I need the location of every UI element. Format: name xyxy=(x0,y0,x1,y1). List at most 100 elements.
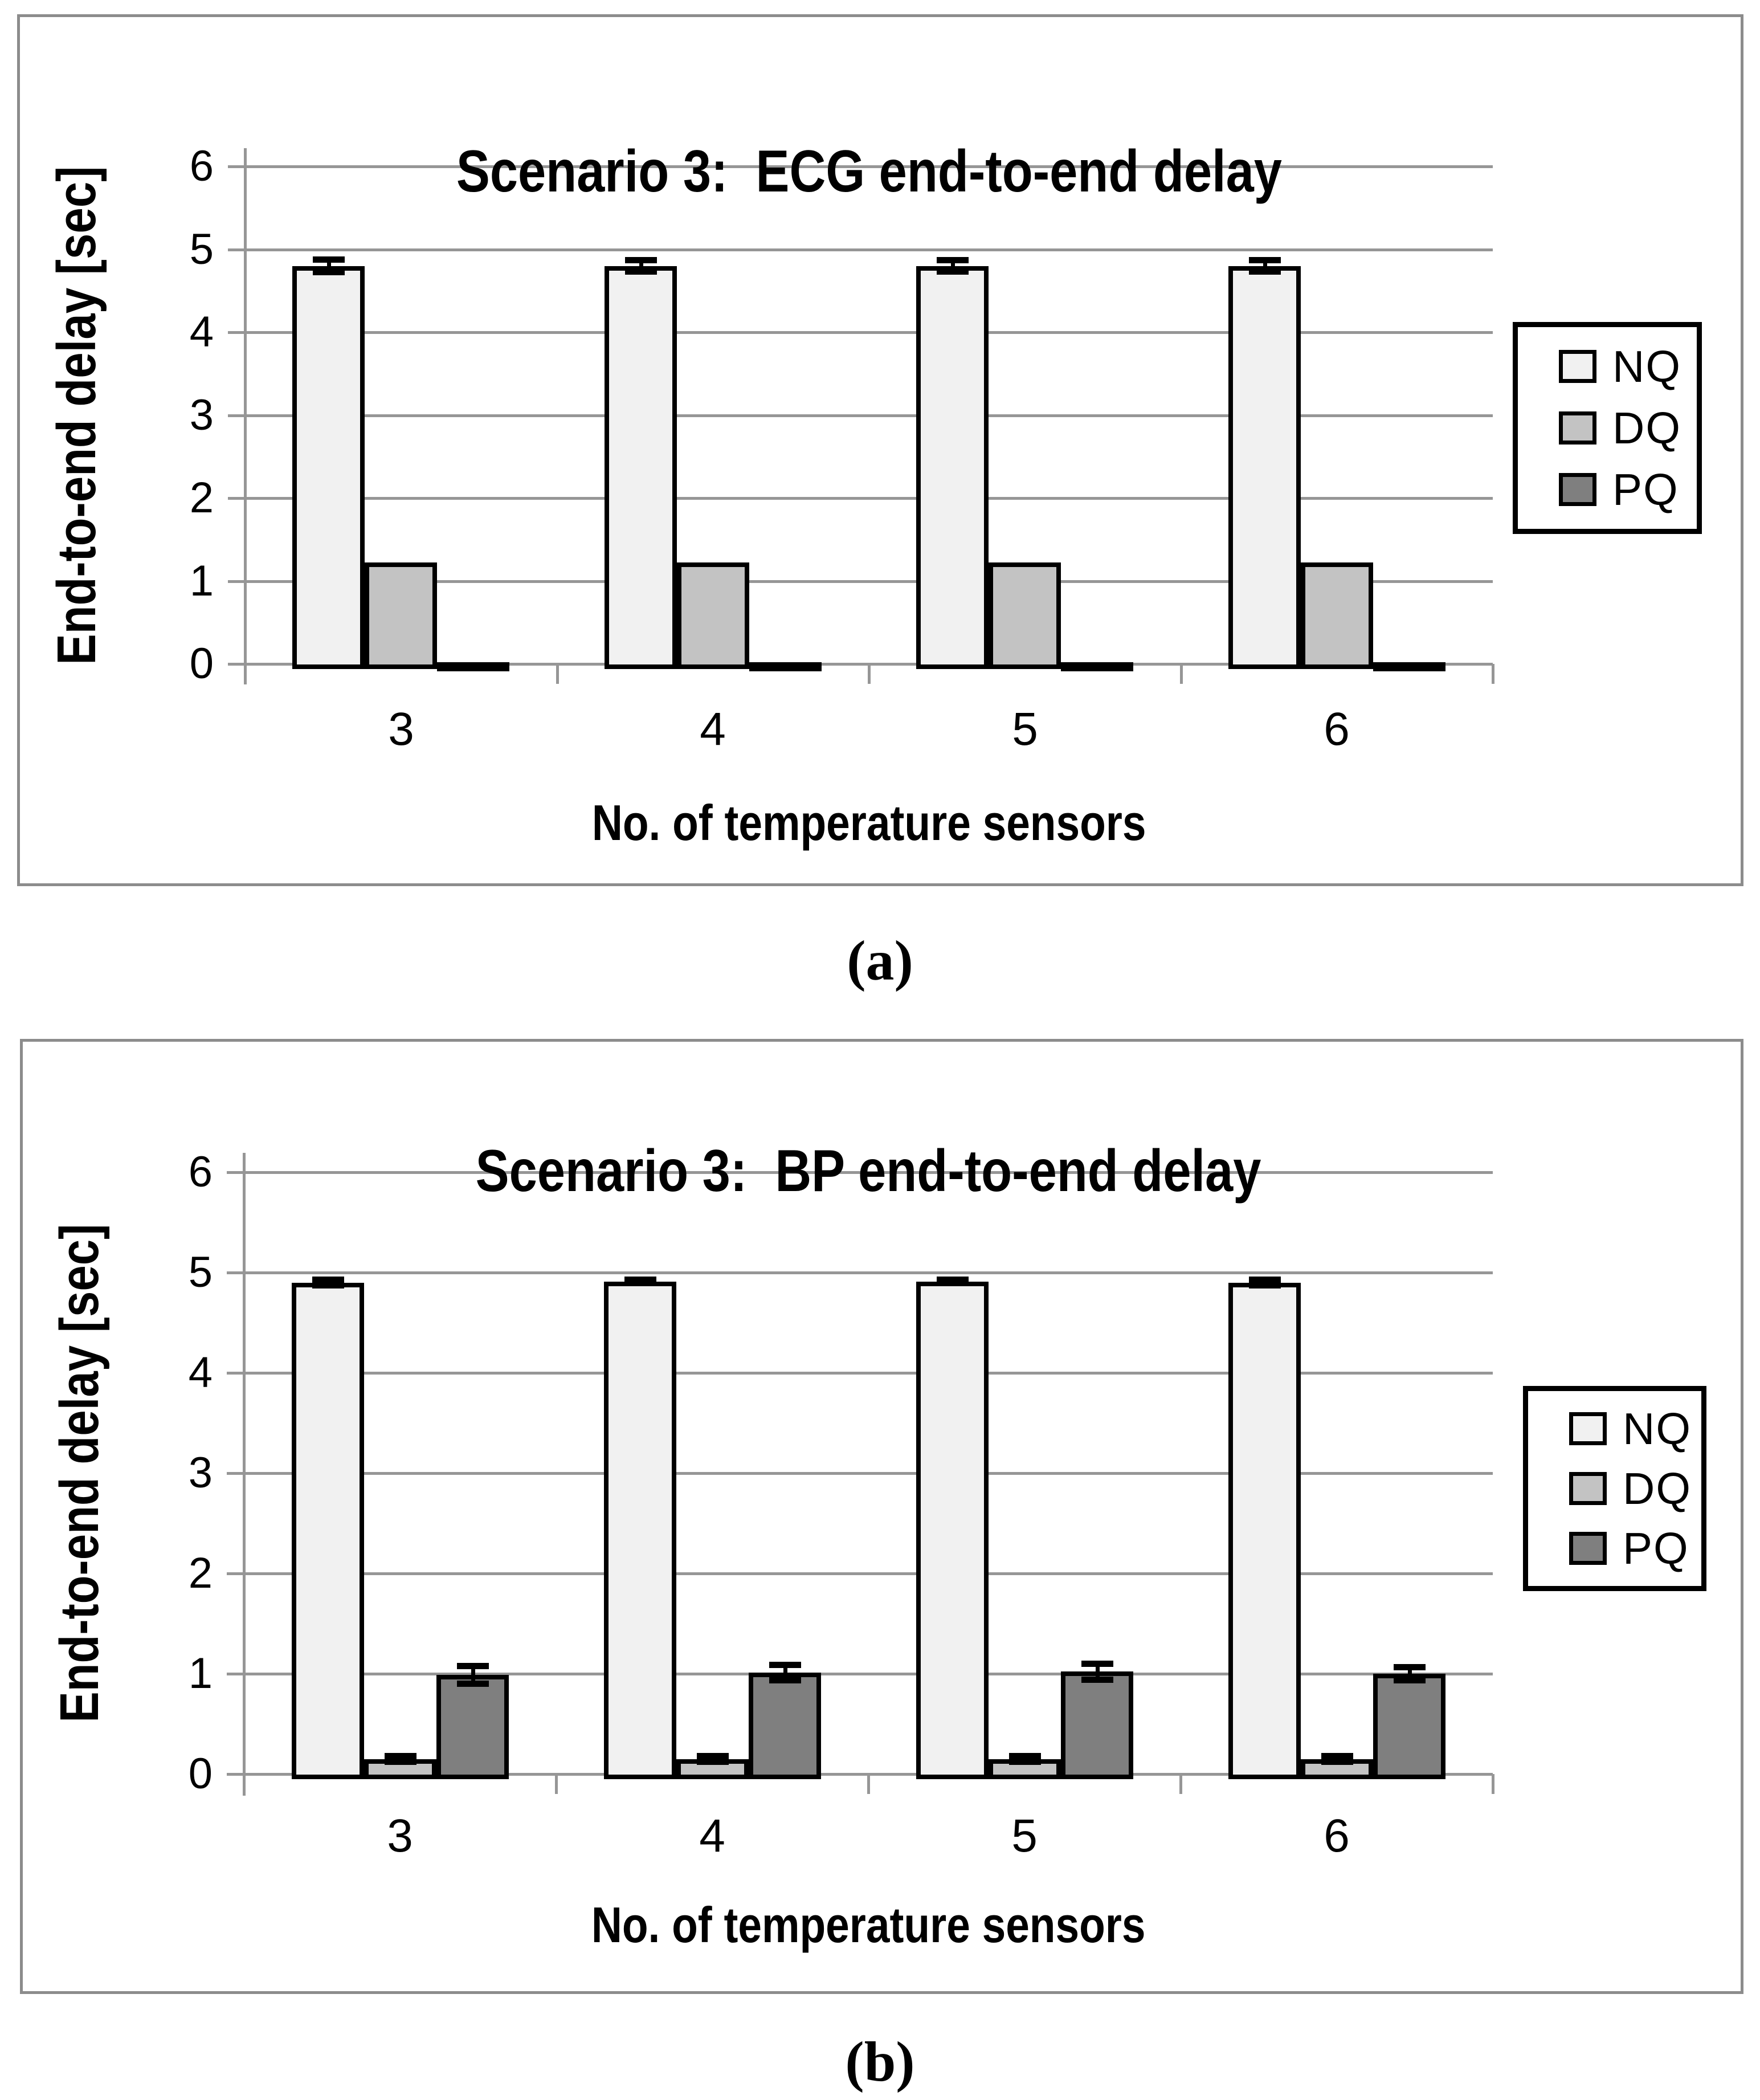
x-tick-label-4: 4 xyxy=(699,1810,725,1862)
y-tick-label-0: 0 xyxy=(188,1750,213,1798)
legend-label-dq: DQ xyxy=(1623,1463,1692,1514)
y-tick-mark-1 xyxy=(227,1673,244,1675)
gridline-y3 xyxy=(244,1472,1493,1475)
legend-label-nq: NQ xyxy=(1623,1404,1692,1454)
legend-box: NQ DQ PQ xyxy=(1523,1386,1706,1591)
legend-swatch-pq xyxy=(1569,1532,1607,1565)
x-axis-title: No. of temperature sensors xyxy=(591,1897,1146,1953)
legend-item-dq: DQ xyxy=(1559,406,1697,450)
y-tick-label-3: 3 xyxy=(188,1449,213,1497)
x-tick-mark-2 xyxy=(868,664,871,684)
y-tick-label-1: 1 xyxy=(188,1649,213,1698)
y-tick-mark-6 xyxy=(227,1171,244,1174)
x-tick-mark-1 xyxy=(555,1774,558,1794)
y-tick-label-5: 5 xyxy=(188,1248,213,1296)
error-bar-pq-cat5 xyxy=(1095,1663,1100,1680)
error-bar-nq-cat4 xyxy=(639,260,643,272)
x-tick-mark-0 xyxy=(244,664,247,684)
y-tick-mark-1 xyxy=(228,580,245,583)
error-bar-cap-top xyxy=(1081,1661,1113,1667)
bar-dq-cat6 xyxy=(1301,562,1373,669)
x-tick-mark-0 xyxy=(243,1774,246,1794)
error-bar-cap-bottom xyxy=(1248,268,1281,275)
error-bar-nq-cat3 xyxy=(326,259,331,272)
legend-item-pq: PQ xyxy=(1559,467,1697,512)
bar-dq-cat4 xyxy=(677,562,749,669)
chart-a-title: Scenario 3: ECG end-to-end delay xyxy=(456,138,1282,205)
y-axis-line xyxy=(243,1153,246,1796)
legend-box: NQ DQ PQ xyxy=(1513,322,1702,534)
x-tick-label-4: 4 xyxy=(700,703,726,755)
error-bar-nq-cat6 xyxy=(1263,260,1267,272)
y-tick-label-0: 0 xyxy=(189,639,214,688)
legend-item-pq: PQ xyxy=(1569,1526,1701,1571)
error-bar-cap-bottom xyxy=(312,269,345,275)
gridline-y1 xyxy=(244,1673,1493,1675)
x-tick-label-5: 5 xyxy=(1012,703,1038,755)
error-bar-cap-bottom xyxy=(1008,1759,1041,1765)
chart-panel-b: Scenario 3: BP end-to-end delay 0 1 2 3 4 5 6 3… xyxy=(20,1039,1743,1994)
gridline-y4 xyxy=(244,1372,1493,1375)
error-bar-cap-top xyxy=(312,256,345,263)
error-bar-cap-bottom xyxy=(1321,1759,1353,1765)
error-bar-cap-top xyxy=(1248,257,1281,263)
gridline-y3 xyxy=(245,414,1493,417)
caption-b: (b) xyxy=(845,2030,915,2093)
bar-nq-cat6 xyxy=(1228,1283,1301,1779)
legend-swatch-dq xyxy=(1569,1472,1607,1505)
legend-label-pq: PQ xyxy=(1623,1523,1689,1573)
error-bar-cap-bottom xyxy=(936,1280,969,1286)
chart-panel-a: Scenario 3: ECG end-to-end delay 0 1 2 3 4 5 6… xyxy=(17,14,1743,886)
gridline-y2 xyxy=(244,1572,1493,1575)
bar-nq-cat5 xyxy=(916,1282,989,1779)
bar-dq-cat3 xyxy=(365,562,437,669)
y-tick-label-4: 4 xyxy=(188,1348,213,1397)
bar-pq-cat3 xyxy=(436,1675,509,1779)
error-bar-cap-bottom xyxy=(312,1282,344,1288)
error-bar-cap-bottom xyxy=(769,1677,801,1683)
bar-nq-cat6 xyxy=(1228,266,1301,669)
legend-swatch-pq xyxy=(1559,473,1596,506)
x-tick-mark-4 xyxy=(1492,664,1494,684)
bar-dq-cat5 xyxy=(989,562,1061,669)
gridline-y1 xyxy=(245,580,1493,583)
error-bar-cap-bottom xyxy=(1248,1282,1281,1288)
gridline-y6 xyxy=(244,1171,1493,1174)
y-tick-label-2: 2 xyxy=(189,474,214,522)
bar-nq-cat3 xyxy=(292,1283,364,1779)
legend-label-pq: PQ xyxy=(1612,464,1679,515)
legend-swatch-dq xyxy=(1559,411,1596,445)
y-tick-label-5: 5 xyxy=(189,225,214,274)
y-axis-line xyxy=(244,148,247,684)
y-tick-mark-4 xyxy=(228,331,245,334)
y-tick-mark-4 xyxy=(227,1372,244,1375)
error-bar-nq-cat5 xyxy=(950,260,955,272)
error-bar-cap-top xyxy=(696,1753,729,1759)
error-bar-cap-top xyxy=(1248,1277,1281,1283)
gridline-y6 xyxy=(245,165,1493,168)
gridline-y5 xyxy=(244,1271,1493,1274)
error-bar-cap-bottom xyxy=(696,1759,729,1765)
x-tick-mark-4 xyxy=(1492,1774,1494,1794)
x-tick-mark-3 xyxy=(1180,664,1183,684)
gridline-y5 xyxy=(245,248,1493,251)
bar-pq-cat3 xyxy=(437,662,509,671)
gridline-y2 xyxy=(245,497,1493,500)
bar-nq-cat3 xyxy=(292,266,365,669)
error-bar-cap-top xyxy=(624,1277,656,1283)
legend-label-dq: DQ xyxy=(1612,403,1681,453)
y-axis-title: End-to-end delay [sec] xyxy=(46,166,107,665)
error-bar-cap-top xyxy=(1393,1664,1426,1670)
x-tick-label-5: 5 xyxy=(1011,1810,1038,1862)
error-bar-pq-cat6 xyxy=(1407,1667,1412,1681)
x-tick-label-3: 3 xyxy=(388,703,414,755)
legend-item-nq: NQ xyxy=(1559,344,1697,389)
x-tick-label-6: 6 xyxy=(1324,703,1350,755)
y-tick-mark-3 xyxy=(228,414,245,417)
y-tick-mark-0 xyxy=(228,663,245,666)
x-axis-title: No. of temperature sensors xyxy=(591,794,1146,851)
y-tick-label-1: 1 xyxy=(189,557,214,605)
y-tick-mark-2 xyxy=(228,497,245,500)
error-bar-cap-bottom xyxy=(624,1280,656,1286)
bar-pq-cat5 xyxy=(1061,662,1133,671)
